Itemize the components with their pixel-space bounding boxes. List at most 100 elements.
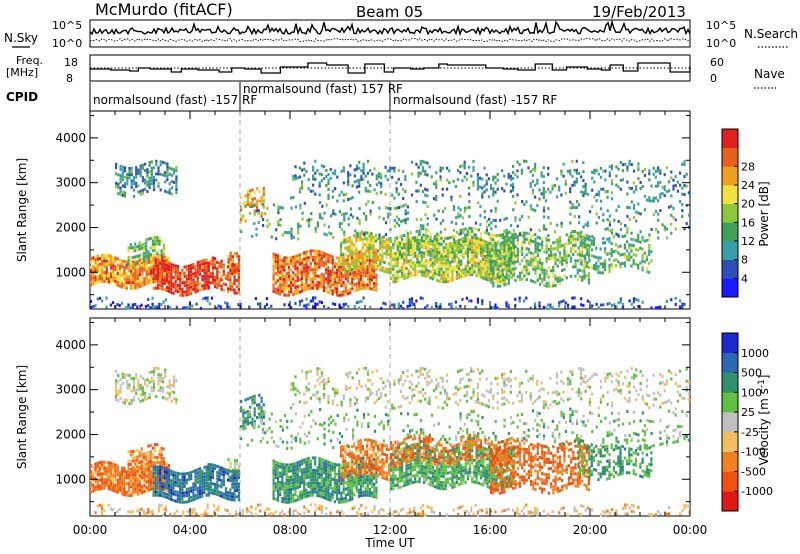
echo-cell <box>172 282 175 286</box>
echo-cell <box>283 290 286 294</box>
echo-cell <box>602 213 605 217</box>
echo-cell <box>272 280 275 284</box>
echo-cell <box>327 266 330 269</box>
echo-cell <box>235 278 238 282</box>
echo-cell <box>358 221 361 225</box>
echo-cell <box>503 255 506 259</box>
echo-cell <box>125 493 128 497</box>
echo-cell <box>368 287 371 290</box>
echo-cell <box>442 210 445 214</box>
echo-cell <box>641 253 644 257</box>
echo-cell <box>92 489 95 493</box>
echo-cell <box>229 284 232 288</box>
echo-cell <box>149 443 152 447</box>
echo-cell <box>312 168 315 172</box>
echo-cell <box>404 212 407 216</box>
echo-cell <box>123 490 126 494</box>
echo-cell <box>325 255 328 259</box>
echo-cell <box>90 283 93 287</box>
echo-cell <box>253 197 256 201</box>
echo-cell <box>501 250 504 254</box>
echo-cell <box>141 473 144 477</box>
echo-cell <box>363 249 367 253</box>
echo-cell <box>466 245 469 248</box>
echo-cell <box>347 198 350 201</box>
echo-cell <box>593 168 596 172</box>
echo-cell <box>438 261 441 265</box>
echo-cell <box>451 250 454 254</box>
echo-cell <box>168 481 171 485</box>
echo-cell <box>145 273 148 277</box>
echo-cell <box>409 252 412 256</box>
echo-cell <box>534 268 537 272</box>
echo-cell <box>576 253 579 257</box>
echo-cell <box>427 275 430 279</box>
echo-cell <box>468 244 472 248</box>
echo-cell <box>110 485 113 489</box>
echo-cell <box>542 166 545 170</box>
echo-cell <box>134 490 137 494</box>
echo-cell <box>481 195 484 199</box>
echo-cell <box>375 192 378 196</box>
echo-cell <box>123 191 127 195</box>
echo-cell <box>168 468 171 472</box>
echo-cell <box>152 181 156 185</box>
echo-cell <box>182 306 185 310</box>
echo-cell <box>168 478 171 482</box>
echo-cell <box>523 232 526 236</box>
echo-cell <box>381 248 384 252</box>
echo-cell <box>619 187 622 191</box>
echo-cell <box>150 280 153 284</box>
echo-cell <box>161 262 164 266</box>
echo-cell <box>147 470 150 474</box>
echo-cell <box>619 300 622 304</box>
echo-cell <box>552 272 555 276</box>
echo-cell <box>333 280 336 284</box>
echo-cell <box>115 184 118 188</box>
echo-cell <box>320 179 323 183</box>
echo-cell <box>486 244 489 247</box>
echo-cell <box>383 243 386 247</box>
echo-cell <box>176 490 179 494</box>
echo-cell <box>176 274 179 278</box>
echo-cell <box>661 223 664 227</box>
echo-cell <box>453 246 456 250</box>
echo-cell <box>116 263 119 267</box>
echo-cell <box>240 205 243 209</box>
echo-cell <box>103 274 106 278</box>
echo-cell <box>530 242 533 246</box>
echo-cell <box>194 484 197 488</box>
echo-cell <box>307 268 310 272</box>
echo-cell <box>635 298 638 301</box>
echo-cell <box>366 258 369 262</box>
echo-cell <box>121 472 124 476</box>
echo-cell <box>318 259 321 263</box>
echo-cell <box>259 302 262 306</box>
echo-cell <box>643 260 646 264</box>
echo-cell <box>462 252 465 256</box>
echo-cell <box>340 268 343 272</box>
echo-cell <box>145 451 148 455</box>
echo-cell <box>508 242 511 246</box>
echo-cell <box>496 178 499 182</box>
echo-cell <box>488 266 491 270</box>
echo-cell <box>165 276 168 280</box>
echo-cell <box>577 246 580 250</box>
echo-cell <box>416 270 419 274</box>
echo-cell <box>318 172 321 176</box>
echo-cell <box>369 184 372 187</box>
echo-cell <box>164 174 167 178</box>
echo-cell <box>378 206 381 210</box>
echo-cell <box>141 166 144 170</box>
echo-cell <box>360 262 363 266</box>
echo-cell <box>107 484 110 488</box>
echo-cell <box>220 259 223 263</box>
echo-cell <box>360 271 363 275</box>
echo-cell <box>544 306 548 310</box>
echo-cell <box>496 199 499 203</box>
echo-cell <box>110 470 113 474</box>
echo-cell <box>396 245 399 249</box>
nsearch-label: N.Search <box>744 27 798 41</box>
echo-cell <box>296 288 299 292</box>
echo-cell <box>582 303 585 307</box>
